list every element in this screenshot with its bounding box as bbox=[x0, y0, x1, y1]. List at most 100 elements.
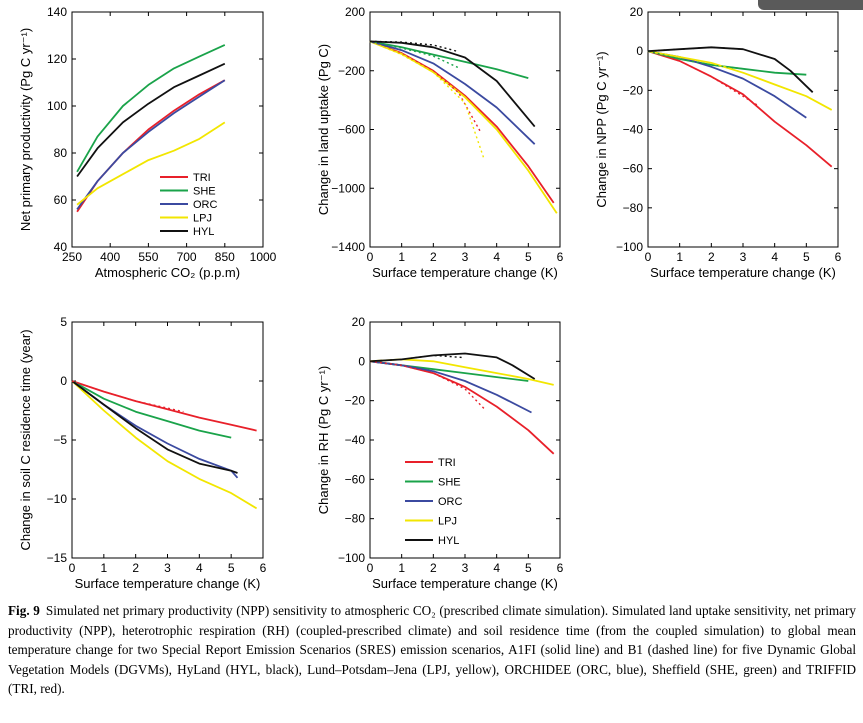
legend-label-lpj: LPJ bbox=[193, 213, 212, 225]
series-line-she-b1 bbox=[369, 40, 459, 69]
y-tick-label: −60 bbox=[623, 162, 644, 176]
y-tick-label: −40 bbox=[623, 123, 644, 137]
y-tick-label: −20 bbox=[623, 83, 644, 97]
plot-frame bbox=[71, 321, 264, 559]
x-tick-label: 550 bbox=[138, 250, 158, 264]
chart-npp-temp: 0 1 2 3 4 5 6 −100 −80 −60 −40 −20 0 20 Surface temper… bbox=[594, 5, 842, 280]
caption-figure-number: Fig. 9 bbox=[8, 603, 40, 618]
series-line-orc-a1fi bbox=[76, 79, 226, 210]
series-line-orc-a1fi bbox=[369, 360, 532, 414]
y-tick-label: −100 bbox=[338, 551, 365, 565]
y-tick-label: 0 bbox=[60, 374, 67, 388]
y-tick-label: −1400 bbox=[331, 240, 365, 254]
figure-svg: 250 400 550 700 850 1000406080100120140Atmosp… bbox=[18, 5, 842, 591]
plot-frame bbox=[369, 321, 561, 559]
x-tick-label: 2 bbox=[430, 250, 437, 264]
x-tick-label: 0 bbox=[367, 561, 374, 575]
series-line-tri-b1 bbox=[71, 380, 184, 413]
x-tick-label: 0 bbox=[69, 561, 76, 575]
x-tick-label: 0 bbox=[645, 250, 652, 264]
series-line-tri-b1 bbox=[369, 40, 482, 133]
series-line-lpj-a1fi bbox=[76, 121, 226, 206]
x-tick-label: 1000 bbox=[250, 250, 277, 264]
x-tick-label: 5 bbox=[525, 250, 532, 264]
x-axis-label: Surface temperature change (K) bbox=[650, 265, 836, 280]
y-tick-label: 60 bbox=[54, 193, 68, 207]
chart-rh-temp: 0 1 2 3 4 5 6 −100 −80 −60 −40 −20 0 20 Surface temper… bbox=[316, 315, 564, 591]
series-line-hyl-b1 bbox=[369, 354, 462, 362]
y-axis-label: Change in NPP (Pg C yr⁻¹) bbox=[594, 51, 609, 207]
y-tick-label: −600 bbox=[338, 123, 365, 137]
series-line-lpj-a1fi bbox=[647, 50, 833, 111]
y-tick-label: −15 bbox=[47, 551, 68, 565]
legend-label-she: SHE bbox=[438, 477, 461, 489]
series-line-she-a1fi bbox=[71, 380, 232, 439]
series-line-lpj-a1fi bbox=[71, 380, 258, 510]
chart-land-uptake: 0 1 2 3 4 5 6 −1400 −1000 −600 −200 200 Surface temp… bbox=[316, 5, 564, 280]
legend-label-she: SHE bbox=[193, 186, 216, 198]
x-tick-label: 6 bbox=[557, 561, 564, 575]
legend-label-orc: ORC bbox=[193, 199, 218, 211]
y-tick-label: −5 bbox=[53, 433, 67, 447]
y-axis-label: Change in soil C residence time (year) bbox=[18, 329, 33, 550]
x-tick-label: 4 bbox=[493, 561, 500, 575]
x-tick-label: 4 bbox=[493, 250, 500, 264]
x-tick-label: 1 bbox=[398, 250, 405, 264]
y-axis-label: Change in land uptake (Pg C) bbox=[316, 44, 331, 215]
series-line-orc-a1fi bbox=[369, 40, 536, 145]
legend-label-hyl: HYL bbox=[193, 226, 214, 238]
x-tick-label: 1 bbox=[676, 250, 683, 264]
x-tick-label: 700 bbox=[177, 250, 197, 264]
series-line-tri-b1 bbox=[647, 50, 760, 107]
x-axis-label: Surface temperature change (K) bbox=[372, 576, 558, 591]
x-tick-label: 250 bbox=[62, 250, 82, 264]
x-tick-label: 4 bbox=[196, 561, 203, 575]
y-tick-label: 20 bbox=[630, 5, 644, 19]
legend-label-tri: TRI bbox=[438, 457, 456, 469]
y-tick-label: 20 bbox=[352, 315, 366, 329]
plot-frame bbox=[647, 11, 839, 248]
x-tick-label: 3 bbox=[740, 250, 747, 264]
x-tick-label: 2 bbox=[132, 561, 139, 575]
x-tick-label: 6 bbox=[835, 250, 842, 264]
window-edge-bar bbox=[758, 0, 863, 10]
y-tick-label: 0 bbox=[636, 44, 643, 58]
y-tick-label: 200 bbox=[345, 5, 365, 19]
y-tick-label: −200 bbox=[338, 64, 365, 78]
series-line-tri-a1fi bbox=[647, 50, 833, 168]
x-tick-label: 3 bbox=[164, 561, 171, 575]
y-tick-label: −100 bbox=[616, 240, 643, 254]
legend-label-tri: TRI bbox=[193, 172, 211, 184]
x-tick-label: 3 bbox=[462, 561, 469, 575]
x-tick-label: 1 bbox=[100, 561, 107, 575]
y-tick-label: 120 bbox=[47, 52, 67, 66]
series-line-she-a1fi bbox=[76, 44, 226, 173]
x-tick-label: 850 bbox=[215, 250, 235, 264]
y-tick-label: −80 bbox=[623, 201, 644, 215]
x-tick-label: 400 bbox=[100, 250, 120, 264]
legend-label-hyl: HYL bbox=[438, 535, 459, 547]
figure-panel-grid: 250 400 550 700 850 1000 40 60 80 100 120 140 Atmosp… bbox=[18, 5, 842, 591]
y-tick-label: −20 bbox=[345, 394, 366, 408]
series-line-lpj-b1 bbox=[369, 40, 485, 160]
y-tick-label: −10 bbox=[47, 492, 68, 506]
caption-text: Simulated net primary productivity (NPP)… bbox=[8, 603, 856, 697]
y-axis-label: Net primary productivity (Pg C yr⁻¹) bbox=[18, 28, 33, 231]
y-tick-label: 40 bbox=[54, 240, 68, 254]
x-tick-label: 2 bbox=[430, 561, 437, 575]
y-tick-label: 140 bbox=[47, 5, 67, 19]
series-line-she-a1fi bbox=[369, 40, 529, 79]
x-tick-label: 5 bbox=[228, 561, 235, 575]
series-line-lpj-a1fi bbox=[369, 40, 558, 214]
x-tick-label: 6 bbox=[260, 561, 267, 575]
x-tick-label: 3 bbox=[462, 250, 469, 264]
series-line-hyl-a1fi bbox=[71, 380, 238, 474]
series-line-tri-b1 bbox=[369, 360, 485, 409]
series-line-hyl-a1fi bbox=[76, 62, 226, 178]
x-tick-label: 0 bbox=[367, 250, 374, 264]
y-axis-label: Change in RH (Pg C yr⁻¹) bbox=[316, 366, 331, 514]
y-tick-label: 5 bbox=[60, 315, 67, 329]
